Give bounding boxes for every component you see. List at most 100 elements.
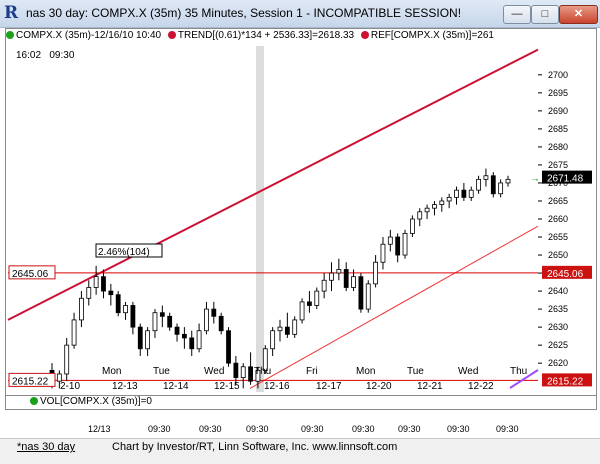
candle-body [71, 319, 77, 346]
candle-body [248, 366, 253, 382]
legend-item-trend[interactable]: TREND[(0.61)*134 + 2536.33]=2618.33 [177, 30, 355, 41]
candle-body [446, 196, 452, 202]
candle-body [167, 315, 173, 328]
legend: COMPX.X (35m)-12/16/10 10:40 TREND[(0.61… [6, 30, 494, 44]
candle-body [240, 366, 246, 378]
volume-panel[interactable] [5, 395, 597, 410]
price-label: 2635 [548, 304, 568, 314]
volume-label[interactable]: VOL[COMPX.X (35m)]=0 [40, 396, 152, 407]
candle-body [299, 301, 305, 321]
candle-body [79, 297, 84, 321]
ref-low-left-label-box [8, 372, 56, 387]
candle-body [395, 236, 401, 256]
ref-high-right-label-box [542, 265, 592, 279]
time-axis: 12/13 09:30 09:30 09:30 09:30 09:30 09:3… [0, 410, 600, 436]
day-date: 12-20 [366, 381, 392, 392]
window-title: nas 30 day: COMPX.X (35m) 35 Minutes, Se… [26, 6, 462, 20]
candle-body [270, 330, 276, 350]
x-tick: 09:30 [148, 424, 171, 434]
price-label: 2690 [548, 106, 568, 116]
price-label: 2685 [548, 124, 568, 134]
candle-body [108, 290, 114, 296]
candle-body [204, 308, 209, 332]
candle-body [174, 326, 180, 335]
x-tick: 09:30 [352, 424, 375, 434]
day-name: Tue [153, 366, 170, 377]
first-date-label: 2-10 [60, 381, 80, 392]
candle-body [461, 189, 467, 198]
price-label: 2680 [548, 142, 568, 152]
price-label: 2665 [548, 196, 568, 206]
day-date: 12-14 [163, 381, 189, 392]
price-label: 2650 [548, 250, 568, 260]
candle-body [211, 308, 217, 317]
candle-body [137, 326, 143, 350]
candle-body [86, 287, 92, 299]
candle-body [321, 279, 327, 292]
day-date: 12-16 [264, 381, 290, 392]
day-date: 12-21 [417, 381, 443, 392]
volume-legend: VOL[COMPX.X (35m)]=0 [30, 396, 152, 407]
title-bar[interactable] [0, 0, 600, 28]
price-label: 2675 [548, 160, 568, 170]
day-name: Thu [510, 366, 527, 377]
day-name: Wed [204, 366, 224, 377]
purple-trend-line [509, 369, 539, 389]
candle-body [476, 178, 481, 191]
day-name: Wed [458, 366, 478, 377]
candle-body [358, 276, 364, 310]
ref-high-left-label: 2645.06 [12, 269, 49, 280]
candle-body [152, 312, 158, 332]
candle-body [233, 362, 239, 378]
ref-high-left-label-box [8, 265, 56, 280]
ref-low-right-label: 2615.22 [547, 376, 584, 387]
minimize-button[interactable]: — [503, 5, 531, 24]
x-first-date: 12/13 [88, 424, 111, 434]
legend-red-dot-icon [360, 31, 369, 39]
annotation-label: 2.46%(104) [98, 247, 150, 258]
price-label: 2700 [548, 70, 568, 80]
chart-tab[interactable]: *nas 30 day [17, 441, 76, 453]
volume-dot-icon [30, 397, 38, 405]
candle-body [417, 211, 423, 220]
legend-item-ref[interactable]: REF[COMPX.X (35m)]=261 [370, 30, 494, 41]
trend-lower-line [249, 225, 539, 389]
legend-item-price[interactable]: COMPX.X (35m)-12/16/10 10:40 [16, 30, 162, 41]
candle-body [336, 269, 342, 274]
annotation-box [95, 243, 163, 258]
x-tick: 09:30 [199, 424, 222, 434]
price-chart-panel[interactable] [5, 28, 597, 397]
price-label: 2695 [548, 88, 568, 98]
current-price-arrow-icon: → [530, 174, 540, 185]
candle-body [284, 326, 290, 335]
price-label: 2655 [548, 232, 568, 242]
candle-body [314, 290, 320, 306]
price-label: 2625 [548, 340, 568, 350]
cursor-column [256, 46, 264, 392]
day-name: Fri [306, 366, 318, 377]
day-name: Tue [407, 366, 424, 377]
candle-body [365, 283, 371, 310]
candle-body [277, 326, 283, 332]
candle-body [56, 373, 62, 382]
candle-body [468, 189, 474, 198]
candle-body [226, 330, 231, 364]
day-name: Mon [102, 366, 121, 377]
current-price-label: 2671.48 [547, 174, 584, 185]
candle-body [262, 348, 268, 371]
close-button[interactable]: ✕ [559, 5, 598, 24]
day-date: 12-17 [316, 381, 342, 392]
candle-body [255, 369, 261, 382]
day-date: 12-13 [112, 381, 138, 392]
candle-body [505, 178, 511, 184]
price-label: 2630 [548, 322, 568, 332]
candle-body [498, 182, 504, 195]
candle-body [454, 189, 459, 198]
legend-red-dot-icon [167, 31, 176, 39]
x-tick: 09:30 [301, 424, 324, 434]
session-start: 09:30 [49, 50, 75, 61]
maximize-button[interactable]: □ [531, 5, 559, 24]
candle-body [181, 333, 187, 339]
candle-body [432, 204, 437, 209]
candle-body [439, 200, 445, 205]
